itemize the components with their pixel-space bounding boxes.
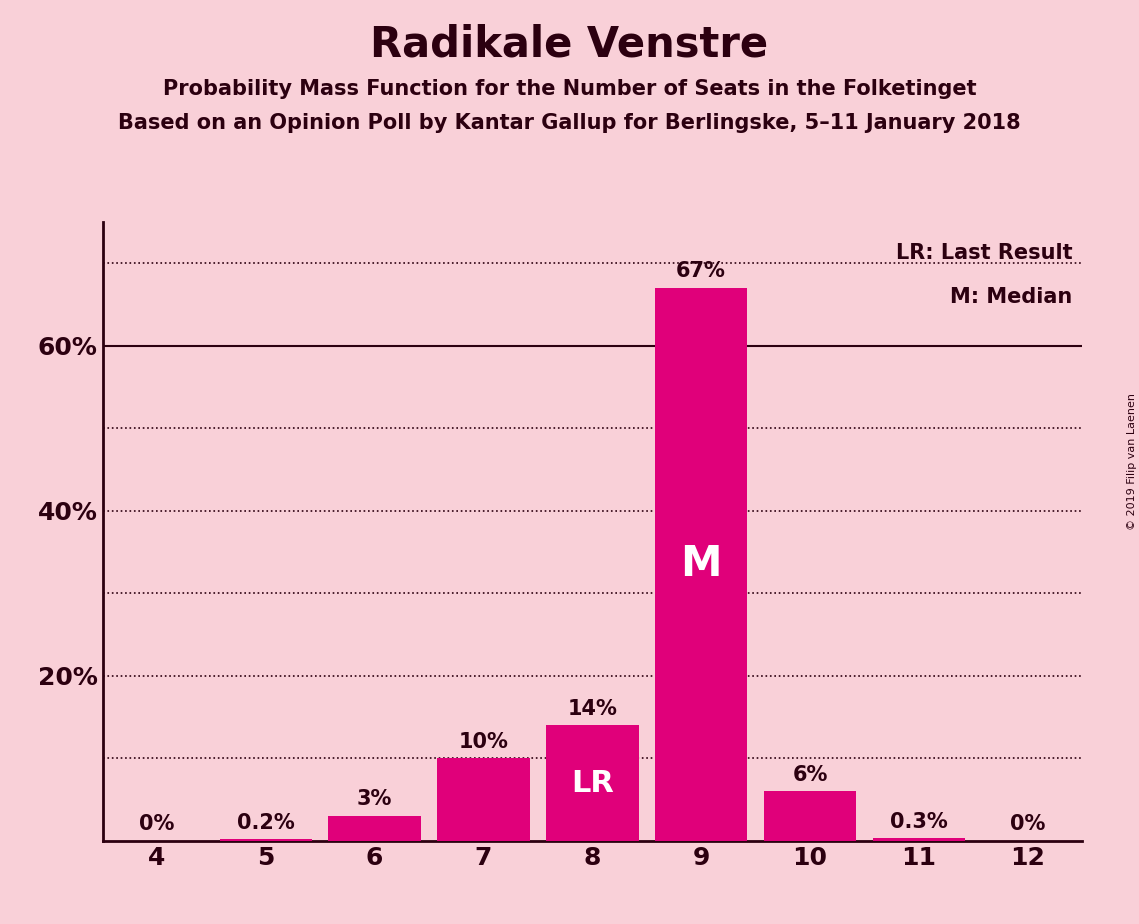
Text: M: Median: M: Median — [950, 286, 1072, 307]
Text: © 2019 Filip van Laenen: © 2019 Filip van Laenen — [1126, 394, 1137, 530]
Text: Based on an Opinion Poll by Kantar Gallup for Berlingske, 5–11 January 2018: Based on an Opinion Poll by Kantar Gallu… — [118, 113, 1021, 133]
Text: 67%: 67% — [677, 261, 726, 281]
Bar — [546, 725, 639, 841]
Text: LR: LR — [571, 769, 614, 797]
Text: Radikale Venstre: Radikale Venstre — [370, 23, 769, 65]
Text: 14%: 14% — [567, 699, 617, 719]
Bar — [655, 287, 747, 841]
Text: LR: Last Result: LR: Last Result — [895, 243, 1072, 263]
Text: 0.3%: 0.3% — [890, 812, 948, 832]
Text: M: M — [680, 543, 722, 585]
Text: 10%: 10% — [459, 732, 508, 752]
Text: 0%: 0% — [1010, 814, 1046, 834]
Text: 3%: 3% — [357, 789, 392, 809]
Text: 0.2%: 0.2% — [237, 812, 295, 833]
Text: 0%: 0% — [139, 814, 174, 834]
Bar — [220, 839, 312, 841]
Text: 6%: 6% — [793, 765, 828, 784]
Bar — [763, 791, 857, 841]
Text: Probability Mass Function for the Number of Seats in the Folketinget: Probability Mass Function for the Number… — [163, 79, 976, 99]
Bar — [328, 816, 421, 841]
Bar — [437, 759, 530, 841]
Bar — [872, 838, 965, 841]
